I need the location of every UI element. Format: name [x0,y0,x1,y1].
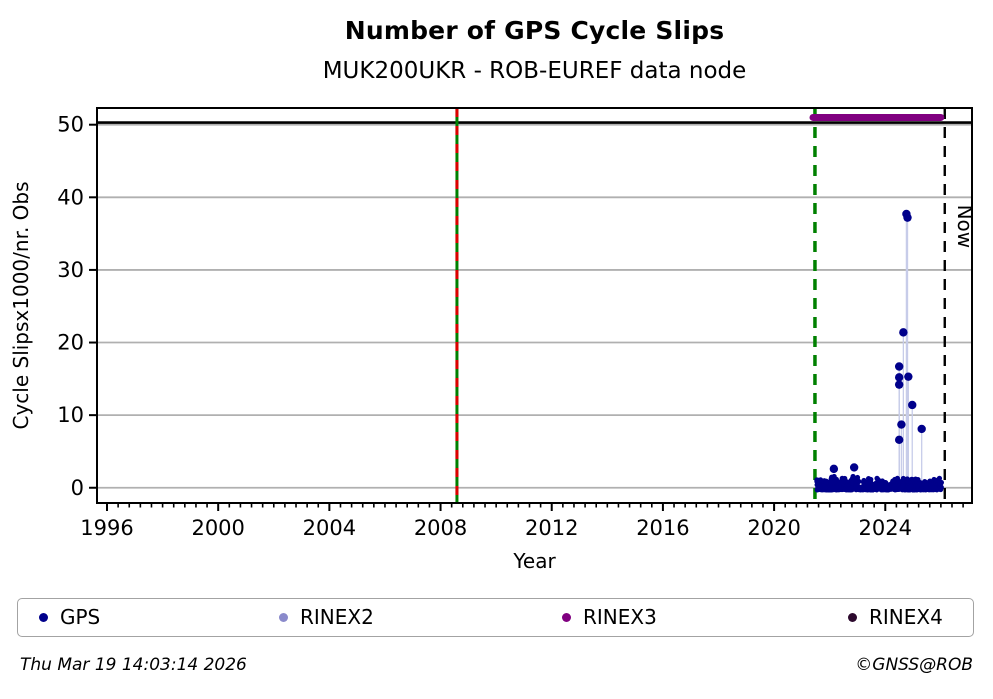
gps-noise-point [934,477,940,483]
gps-point [894,435,904,445]
gps-noise-point [933,486,939,493]
legend-item-rinex4: RINEX4 [848,599,943,635]
gps-point [849,463,859,472]
x-tick-label: 2000 [191,516,244,540]
y-tick-label: 0 [71,476,84,500]
gps-marker-icon [39,612,48,622]
gps-noise-point [843,479,849,485]
gps-point [904,372,913,381]
gps-noise-point [865,484,871,490]
plot-area: Now 1996 2000 2004 2008 2012 2016 2020 2024 0 10 20… [9,107,977,573]
credit-text: ©GNSS@ROB [855,655,973,675]
gps-noise-point [896,478,902,484]
gps-noise-point [831,479,837,485]
gps-noise-point [909,476,916,483]
gps-noise-point [816,483,822,489]
y-tick-label: 30 [57,258,84,282]
x-tick-label: 2008 [414,516,467,540]
gps-noise-point [937,480,943,487]
gps-point [917,424,926,434]
gps-noise-point [865,480,871,486]
y-tick-label: 20 [57,331,84,355]
plot-border [96,107,973,504]
legend-label-gps: GPS [60,605,101,629]
rinex3-marker-icon [562,612,571,622]
gps-noise-point [814,487,820,493]
y-tick-label: 40 [57,185,84,209]
y-axis-label: Cycle Slipsx1000/nr. Obs [9,181,33,429]
x-tick-label: 2016 [636,516,689,540]
gps-point [903,213,912,222]
gps-noise-point [853,476,859,482]
chart-subtitle: MUK200UKR - ROB-EUREF data node [322,58,747,84]
gps-noise-point [927,481,934,488]
legend-item-gps: GPS [39,599,100,635]
x-tick-label: 2020 [747,516,800,540]
x-tick-label: 1996 [80,516,133,540]
gps-noise-point [883,483,889,489]
gps-point [894,373,904,382]
x-axis-label: Year [512,549,556,573]
gps-noise-point [874,475,880,481]
gps-noise-point [833,485,839,491]
gps-point [894,362,904,371]
gps-noise-point [853,483,859,489]
x-tick-label: 2004 [303,516,356,540]
legend-label-rinex4: RINEX4 [869,605,943,629]
gps-noise-point [879,478,885,484]
gps-noise-point [923,480,930,486]
gps-point [899,328,908,337]
legend-box: GPS RINEX2 RINEX3 RINEX4 [17,598,974,637]
gps-point [908,400,917,410]
now-label: Now [953,205,977,249]
gps-noise-point [923,484,929,491]
chart-title: Number of GPS Cycle Slips [344,16,725,45]
gps-point [829,464,839,474]
gps-noise-point [900,483,906,489]
timestamp-text: Thu Mar 19 14:03:14 2026 [20,655,247,675]
legend-label-rinex2: RINEX2 [300,605,374,629]
x-tick-label: 2012 [525,516,578,540]
legend-label-rinex3: RINEX3 [583,605,657,629]
gps-noise-point [816,477,822,483]
y-tick-label: 50 [57,113,84,137]
x-tick-label: 2024 [859,516,912,540]
rinex4-marker-icon [848,612,857,622]
gps-noise-point [878,482,884,488]
legend-item-rinex3: RINEX3 [562,599,657,635]
rinex2-marker-icon [279,612,288,622]
legend-item-rinex2: RINEX2 [279,599,374,635]
y-tick-label: 10 [57,403,84,427]
gps-noise-point [890,478,896,484]
gps-noise-point [906,485,912,491]
gps-noise-point [822,484,828,490]
gps-noise-point [874,482,880,488]
gps-point [897,420,906,429]
gps-point [894,380,904,389]
gps-noise-point [889,485,895,491]
gps-noise-point [823,479,829,485]
